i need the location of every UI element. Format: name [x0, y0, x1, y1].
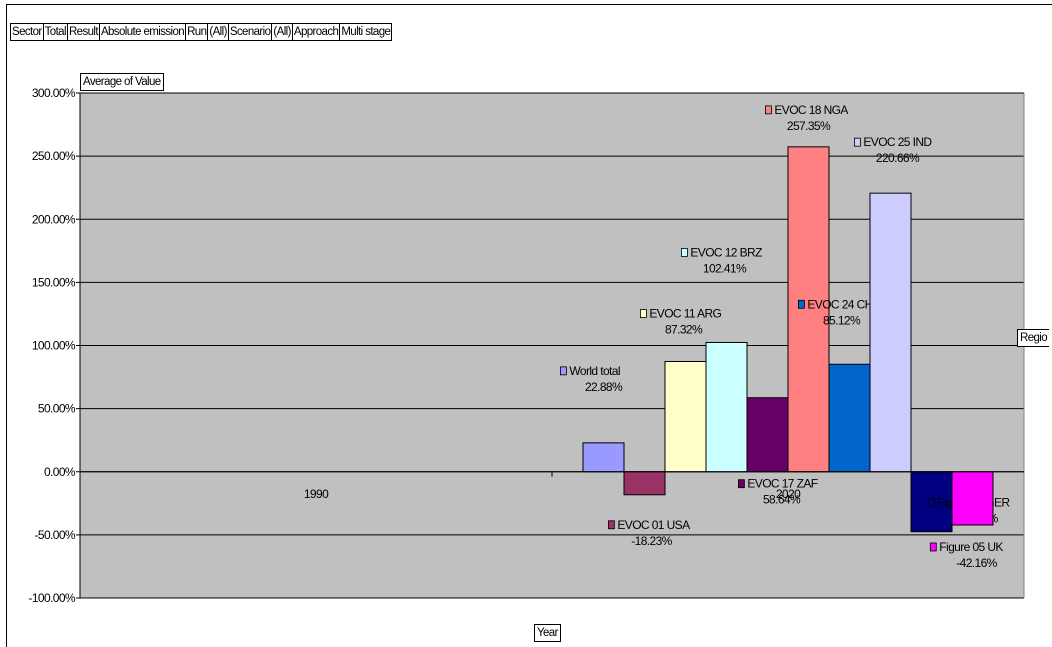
data-label-key: [929, 542, 937, 552]
series-field-button[interactable]: Regio: [1017, 329, 1050, 347]
data-label-series: EVOC 25 IND: [863, 135, 932, 149]
x-tick-label: 2020: [776, 487, 801, 501]
data-label-series: Figure 05 UK: [939, 540, 1003, 554]
chart-frame: [6, 4, 1052, 647]
filter-value-approach[interactable]: Multi stage: [339, 23, 393, 41]
y-tick-label: -50.00%: [35, 528, 76, 542]
data-label-key: [765, 105, 772, 115]
filter-value-result[interactable]: Absolute emission: [98, 23, 187, 41]
data-label-key: [608, 520, 615, 530]
bar: [869, 192, 912, 473]
bar: [705, 341, 748, 473]
data-label-value: 85.12%: [823, 313, 861, 327]
y-tick-label: 0.00%: [44, 465, 76, 479]
y-tick-label: 50.00%: [38, 402, 76, 416]
filter-value-scenario[interactable]: (All): [271, 23, 293, 41]
bar: [623, 471, 666, 496]
data-label-series: EVOC 17 ZAF: [747, 477, 817, 491]
bar: [582, 442, 625, 473]
data-label-value: 220.66%: [876, 151, 920, 165]
data-label-value: 87.32%: [665, 323, 703, 337]
data-label-series: EVOC 12 BRZ: [690, 245, 762, 259]
filter-field-approach[interactable]: Approach: [291, 23, 341, 41]
data-label-series: World total: [569, 364, 620, 378]
y-tick-label: 200.00%: [32, 212, 76, 226]
bar: [828, 363, 871, 473]
bar: [746, 397, 789, 473]
data-label-key: [640, 309, 647, 318]
data-label-key: [738, 479, 745, 489]
x-tick-label: 1990: [304, 487, 329, 501]
data-field-button[interactable]: Average of Value: [80, 73, 164, 91]
data-label-series: EVOC 24 CHN: [807, 297, 880, 311]
data-label-series: EVOC 01 USA: [617, 518, 690, 532]
filter-field-scenario[interactable]: Scenario: [227, 23, 273, 41]
y-tick-label: 300.00%: [32, 86, 76, 100]
pivot-filter-bar: Sector Total Result Absolute emission Ru…: [10, 23, 393, 41]
data-label-key: [927, 498, 935, 508]
data-label-key: [681, 248, 688, 257]
filter-value-sector[interactable]: Total: [42, 23, 68, 41]
bar: [951, 471, 994, 526]
data-label-key: [854, 137, 861, 147]
bar: [787, 146, 830, 473]
y-tick-label: 250.00%: [32, 149, 76, 163]
data-label-value: 257.35%: [787, 119, 831, 133]
filter-field-result[interactable]: Result: [66, 23, 100, 41]
data-label-value: 58.64%: [763, 493, 801, 507]
y-tick-label: 100.00%: [32, 339, 76, 353]
bar: [664, 361, 707, 473]
y-tick-label: 150.00%: [32, 275, 76, 289]
y-tick-label: -100.00%: [28, 591, 75, 605]
data-label-value: 102.41%: [703, 261, 747, 275]
data-label-key: [798, 299, 805, 309]
data-label-value: -18.23%: [631, 534, 672, 548]
filter-field-sector[interactable]: Sector: [10, 23, 44, 41]
data-label-value: -42.16%: [956, 556, 997, 570]
data-label-series: EVOC 11 ARG: [649, 307, 721, 321]
data-label-key: [560, 366, 567, 376]
data-label-series: EVOC 18 NGA: [774, 103, 848, 117]
category-field-button[interactable]: Year: [534, 624, 561, 642]
data-label-value: 22.88%: [585, 380, 623, 394]
